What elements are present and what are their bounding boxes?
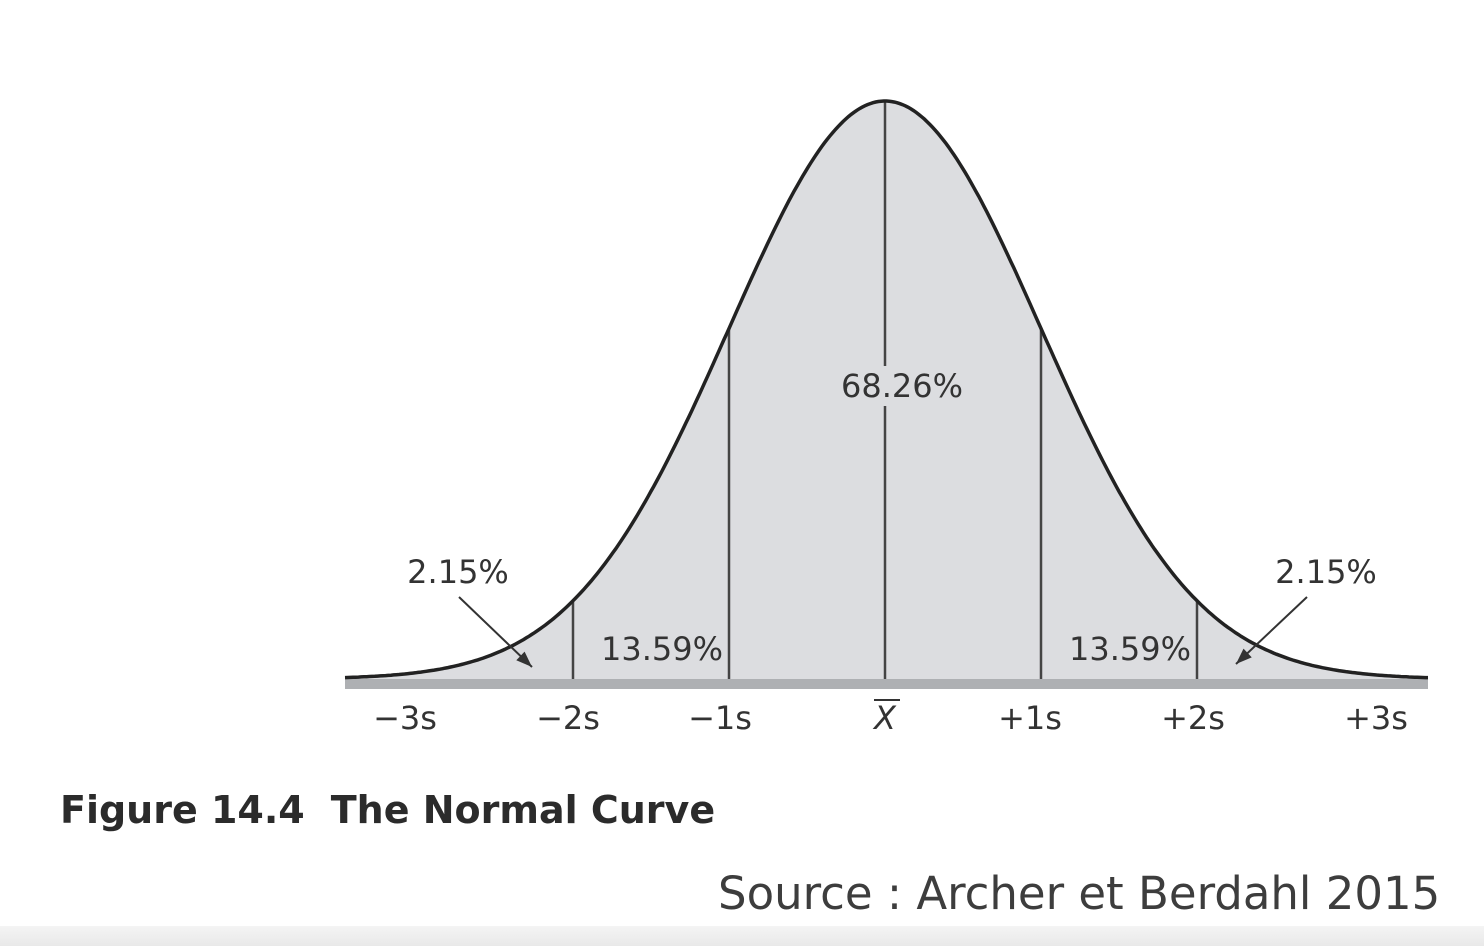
- source-credit: Source : Archer et Berdahl 2015: [718, 867, 1441, 920]
- x-tick-label: +1s: [998, 699, 1062, 737]
- x-tick-label: +2s: [1161, 699, 1225, 737]
- center-label-gap: [883, 366, 887, 406]
- normal-curve-line: [344, 99, 1428, 680]
- sigma-dividers: [571, 101, 1199, 679]
- figure-caption: Figure 14.4 The Normal Curve: [60, 788, 715, 832]
- x-tick-label: +3s: [1344, 699, 1408, 737]
- region-label-68: 68.26%: [841, 367, 963, 405]
- region-label-2-left: 2.15%: [407, 553, 509, 591]
- region-label-13-left: 13.59%: [601, 630, 723, 668]
- bottom-band: [0, 926, 1484, 946]
- x-tick-label: −1s: [688, 699, 752, 737]
- region-label-2-right: 2.15%: [1275, 553, 1377, 591]
- x-axis-baseline: [345, 679, 1428, 689]
- figure-title: The Normal Curve: [330, 788, 716, 832]
- tail-arrows: [458, 596, 1308, 668]
- left-tail-arrow: [458, 596, 533, 668]
- region-label-13-right: 13.59%: [1069, 630, 1191, 668]
- x-tick-labels: −3s −2s −1s X +1s +2s +3s: [373, 699, 1408, 737]
- x-tick-label: −3s: [373, 699, 437, 737]
- figure-number: Figure 14.4: [60, 788, 305, 832]
- x-tick-label: −2s: [536, 699, 600, 737]
- left-tail-arrow-head: [516, 651, 532, 667]
- right-tail-arrow: [1235, 596, 1308, 665]
- right-tail-arrow-head: [1236, 648, 1252, 664]
- x-tick-label: X: [872, 699, 897, 737]
